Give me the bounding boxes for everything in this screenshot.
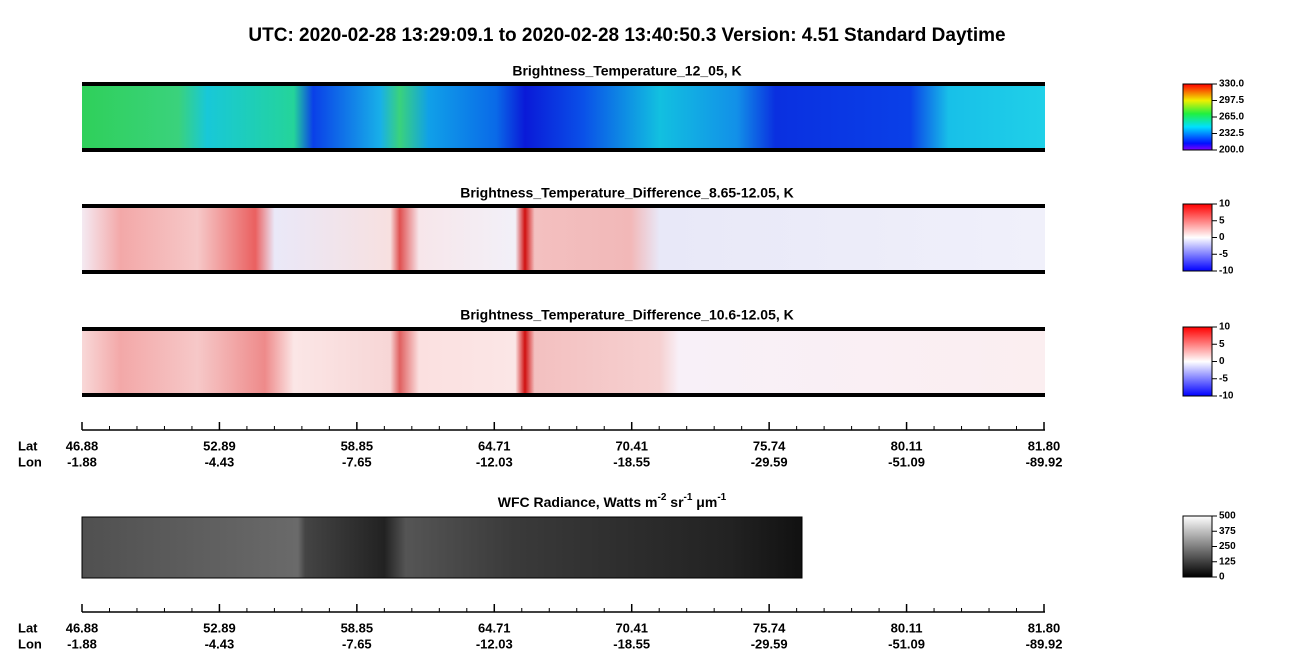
colorbar-tick-label: 265.0 <box>1219 112 1244 123</box>
colorbar <box>1182 83 1213 151</box>
colorbar-tick-label: 0 <box>1219 232 1225 243</box>
colorbar-tick-label: 375 <box>1219 526 1236 537</box>
title-part: sr <box>666 494 684 510</box>
colorbar-tick-label: 500 <box>1219 511 1236 522</box>
lon-label: -89.92 <box>1026 454 1063 469</box>
colorbar-tick-label: 10 <box>1219 322 1231 333</box>
colorbar-tick-label: -5 <box>1219 373 1228 384</box>
image-border <box>81 516 803 579</box>
lat-label: 52.89 <box>203 438 236 453</box>
colorbar-tick-label: 10 <box>1219 199 1231 210</box>
lat-label: 80.11 <box>891 620 923 635</box>
lon-label: -89.92 <box>1026 636 1063 651</box>
panel-title: Brightness_Temperature_Difference_8.65-1… <box>460 185 794 201</box>
lat-label: 81.80 <box>1028 620 1061 635</box>
lon-label: -1.88 <box>67 454 97 469</box>
lat-label: 70.41 <box>615 438 648 453</box>
title-part: μm <box>692 494 717 510</box>
lon-label: -12.03 <box>476 454 513 469</box>
lat-label: 58.85 <box>341 620 374 635</box>
colorbar <box>1182 326 1213 397</box>
lon-label: -4.43 <box>205 636 235 651</box>
swath-image <box>82 206 1045 273</box>
axis-label: Lon <box>18 636 42 651</box>
figure-title: UTC: 2020-02-28 13:29:09.1 to 2020-02-28… <box>248 25 1005 46</box>
swath-image <box>82 84 1045 151</box>
colorbar-tick-label: 0 <box>1219 356 1225 367</box>
axis-label: Lat <box>18 620 38 635</box>
lon-label: -29.59 <box>751 454 788 469</box>
lat-label: 46.88 <box>66 620 99 635</box>
colorbar-tick-label: -10 <box>1219 266 1234 277</box>
lon-label: -18.55 <box>613 636 650 651</box>
colorbar-tick-label: 200.0 <box>1219 145 1244 156</box>
colorbar-tick-label: 0 <box>1219 572 1225 583</box>
lat-label: 75.74 <box>753 438 786 453</box>
lon-label: -7.65 <box>342 636 372 651</box>
lon-label: -4.43 <box>205 454 235 469</box>
colorbar-tick-label: -5 <box>1219 249 1228 260</box>
lat-label: 75.74 <box>753 620 786 635</box>
title-sup: -2 <box>657 492 666 503</box>
colorbar-tick-label: -10 <box>1219 391 1234 402</box>
title-sup: -1 <box>717 492 726 503</box>
swath-borders <box>82 82 1045 397</box>
axis-label: Lat <box>18 438 38 453</box>
colorbar <box>1182 515 1213 578</box>
colorbar-tick-label: 5 <box>1219 339 1225 350</box>
lat-label: 52.89 <box>203 620 236 635</box>
lat-label: 70.41 <box>615 620 648 635</box>
lat-label: 58.85 <box>341 438 374 453</box>
colorbar-tick-label: 297.5 <box>1219 95 1244 106</box>
lat-label: 64.71 <box>478 620 511 635</box>
colorbar-tick-label: 5 <box>1219 215 1225 226</box>
lon-label: -7.65 <box>342 454 372 469</box>
colorbar-tick-label: 330.0 <box>1219 79 1244 90</box>
panel-title: WFC Radiance, Watts m-2 sr-1 μm-1 <box>498 492 727 510</box>
title-sup: -1 <box>684 492 693 503</box>
lat-label: 81.80 <box>1028 438 1061 453</box>
panel-title: Brightness_Temperature_Difference_10.6-1… <box>460 307 794 323</box>
lon-label: -1.88 <box>67 636 97 651</box>
colorbar-tick-label: 250 <box>1219 541 1236 552</box>
axis-label: Lon <box>18 454 42 469</box>
lat-label: 46.88 <box>66 438 99 453</box>
lon-label: -51.09 <box>888 454 925 469</box>
lat-label: 80.11 <box>891 438 923 453</box>
lon-label: -18.55 <box>613 454 650 469</box>
colorbar <box>1182 203 1213 272</box>
colorbar-tick-label: 232.5 <box>1219 128 1244 139</box>
title-part: WFC Radiance, Watts m <box>498 494 658 510</box>
panel-title: Brightness_Temperature_12_05, K <box>512 63 741 79</box>
lat-label: 64.71 <box>478 438 511 453</box>
lon-label: -12.03 <box>476 636 513 651</box>
swath-image <box>82 517 802 578</box>
swath-image <box>82 329 1045 396</box>
lon-label: -29.59 <box>751 636 788 651</box>
lon-label: -51.09 <box>888 636 925 651</box>
colorbar-tick-label: 125 <box>1219 556 1236 567</box>
